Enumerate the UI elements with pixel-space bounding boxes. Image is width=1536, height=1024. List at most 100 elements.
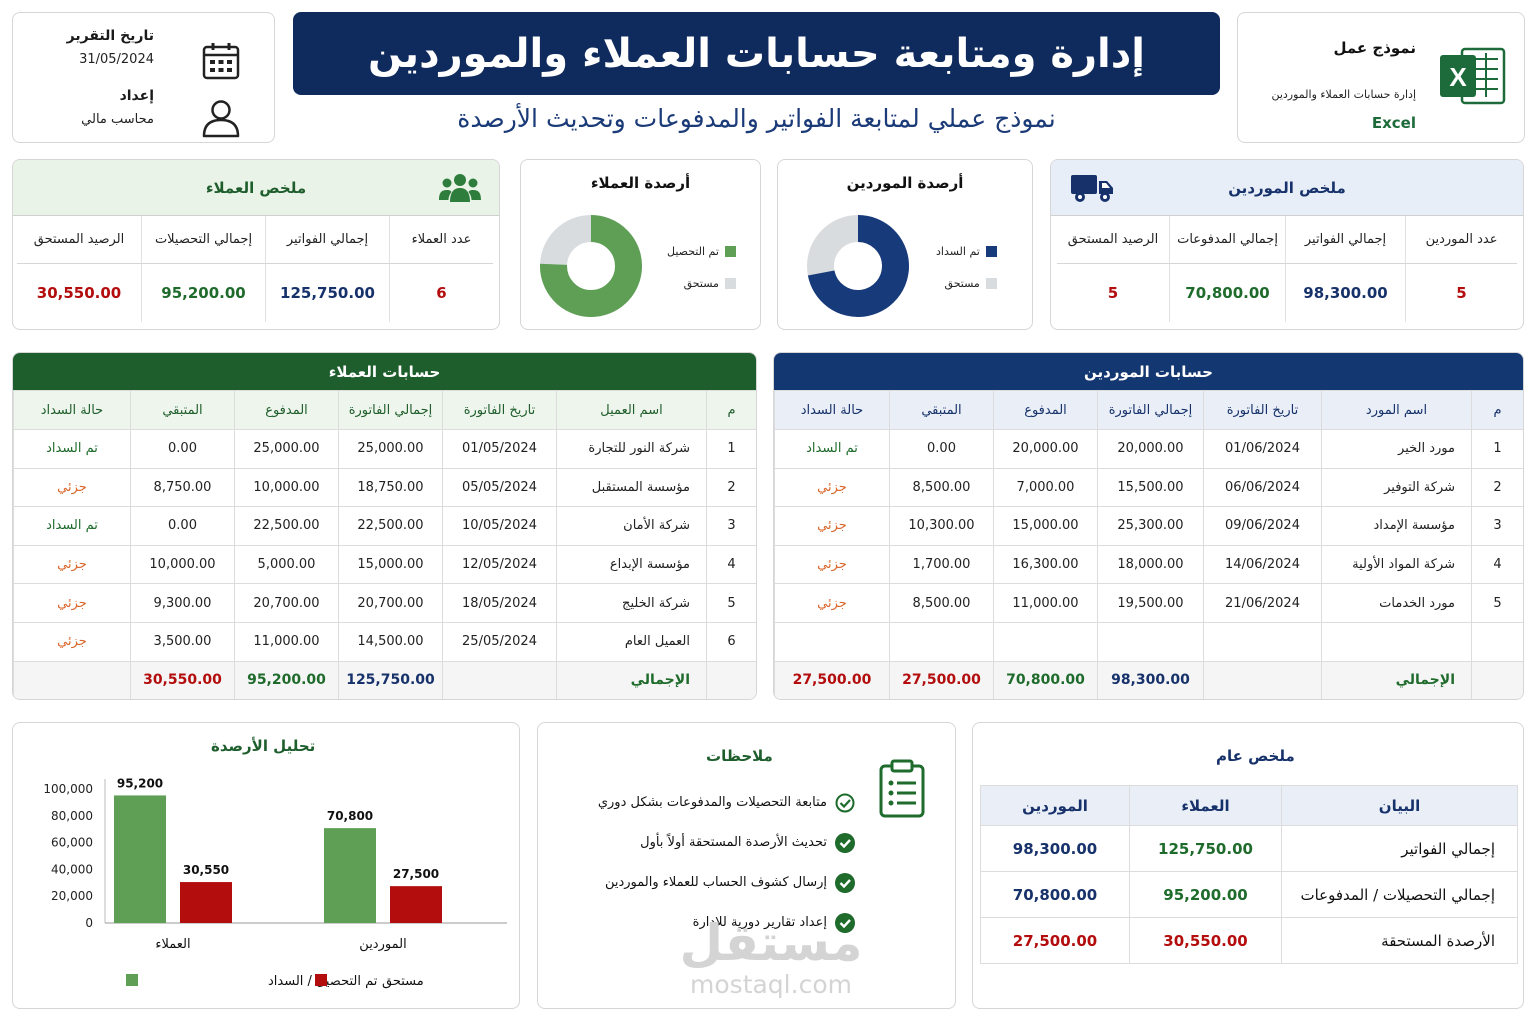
excel-icon: X <box>1440 47 1506 105</box>
cell-suppliers: 70,800.00 <box>980 871 1130 918</box>
col-header-customers: العملاء <box>1129 785 1282 826</box>
check-circle-icon <box>835 912 855 933</box>
legend-label-collected: تم التحصيل <box>667 244 719 258</box>
legend-swatch-due <box>985 277 997 289</box>
legend-label-due: مستحق <box>683 276 719 290</box>
table-row: 3 شركة الأمان 10/05/2024 22,500.00 22,500.00… <box>13 506 756 546</box>
report-info-card: تاريخ التقرير 31/05/2024 إعداد محاسب مال… <box>12 12 275 143</box>
cell-status: جزئي <box>13 467 131 508</box>
cell-name: شركة المواد الأولية <box>1321 544 1472 585</box>
bar-settled-1 <box>324 828 376 923</box>
cell-status <box>774 621 890 662</box>
legend-swatch-due <box>315 974 327 986</box>
table-total-row: الإجمالي 98,300.00 70,800.00 27,500.00 27,50… <box>774 660 1523 699</box>
customer-balances-legend: تم التحصيل مستحق <box>667 243 736 307</box>
balance-bar-chart: 0 20,000 40,000 60,000 80,000 100,000 95,200 30… <box>43 776 507 989</box>
supplier-balances-card: أرصدة الموردين تم السداد مستحق <box>777 159 1033 330</box>
summary-header-due: الرصيد المستحق <box>17 216 141 264</box>
col-header-status: حالة السداد <box>13 390 131 430</box>
truck-icon <box>1071 175 1113 202</box>
summary-value-count: 5 <box>1405 264 1517 322</box>
cell-remaining: 0.00 <box>889 429 994 469</box>
total-index <box>706 660 756 699</box>
cell-remaining: 0.00 <box>130 429 235 469</box>
report-date-block: تاريخ التقرير 31/05/2024 <box>67 28 154 67</box>
note-item: متابعة التحصيلات والمدفوعات بشكل دوري <box>597 793 855 812</box>
summary-header-count: عدد الموردين <box>1405 216 1517 264</box>
col-header-invoice-total: إجمالي الفاتورة <box>1097 390 1204 430</box>
supplier-balances-donut <box>807 215 909 317</box>
table-row <box>774 621 1523 662</box>
chart-title: تحليل الأرصدة <box>211 737 316 755</box>
legend-swatch-paid <box>985 245 997 257</box>
page-title: إدارة ومتابعة حسابات العملاء والموردين <box>293 12 1220 95</box>
table-header-row: م اسم العميل تاريخ الفاتورة إجمالي الفاتورة… <box>13 390 756 430</box>
cell-status: جزئي <box>13 583 131 623</box>
data-label: 70,800 <box>327 809 373 823</box>
supplier-accounts-title: حسابات الموردين <box>774 353 1523 390</box>
check-circle-icon <box>835 872 855 893</box>
cell-paid: 25,000.00 <box>234 429 339 469</box>
cell-invoice-total: 25,000.00 <box>338 429 443 469</box>
cell-status: تم السداد <box>13 506 131 546</box>
note-text: متابعة التحصيلات والمدفوعات بشكل دوري <box>597 795 827 810</box>
cell-index: 1 <box>1471 429 1523 469</box>
bar-settled-0 <box>114 795 166 923</box>
summary-header-due: الرصيد المستحق <box>1057 216 1169 264</box>
cell-paid: 11,000.00 <box>234 621 339 662</box>
template-label: نموذج عمل <box>1333 39 1416 57</box>
cell-customers: 30,550.00 <box>1129 917 1282 964</box>
cell-paid: 15,000.00 <box>993 506 1098 546</box>
cell-paid: 11,000.00 <box>993 583 1098 623</box>
col-header-index: م <box>706 390 756 430</box>
col-header-statement: البيان <box>1281 785 1518 826</box>
cell-name: شركة الأمان <box>556 506 707 546</box>
y-tick-label: 20,000 <box>51 889 93 903</box>
cell-name: مؤسسة الإمداد <box>1321 506 1472 546</box>
legend-swatch-due <box>724 277 736 289</box>
cell-suppliers: 98,300.00 <box>980 825 1130 872</box>
total-date <box>442 660 557 699</box>
col-header-remaining: المتبقي <box>889 390 994 430</box>
cell-invoice-total: 25,300.00 <box>1097 506 1204 546</box>
col-header-remaining: المتبقي <box>130 390 235 430</box>
table-header-row: م اسم المورد تاريخ الفاتورة إجمالي الفاتورة… <box>774 390 1523 430</box>
y-tick-label: 0 <box>85 916 93 930</box>
cell-invoice-total: 20,700.00 <box>338 583 443 623</box>
table-row: 2 شركة التوفير 06/06/2024 15,500.00 7,000.00… <box>774 467 1523 508</box>
report-date-value: 31/05/2024 <box>79 52 154 67</box>
table-row: إجمالي التحصيلات / المدفوعات 95,200.00 70,… <box>980 871 1518 918</box>
prepared-value: محاسب مالي <box>81 112 154 127</box>
total-index <box>1471 660 1523 699</box>
y-tick-label: 80,000 <box>51 809 93 823</box>
table-row: 3 مؤسسة الإمداد 09/06/2024 25,300.00 15,000.… <box>774 506 1523 546</box>
supplier-balances-legend: تم السداد مستحق <box>936 243 997 307</box>
cell-paid: 20,700.00 <box>234 583 339 623</box>
svg-text:X: X <box>1449 62 1467 92</box>
customer-balances-card: أرصدة العملاء تم التحصيل مستحق <box>520 159 761 330</box>
cell-remaining: 8,750.00 <box>130 467 235 508</box>
cell-paid: 16,300.00 <box>993 544 1098 585</box>
supplier-accounts-card: حسابات الموردين م اسم المورد تاريخ الفاتور… <box>773 352 1524 700</box>
supplier-summary-header: ملخص الموردين <box>1051 160 1523 216</box>
template-description: إدارة حسابات العملاء والموردين <box>1271 88 1416 101</box>
cell-status: جزئي <box>774 506 890 546</box>
cell-invoice-total: 15,500.00 <box>1097 467 1204 508</box>
note-text: إرسال كشوف الحساب للعملاء والموردين <box>604 875 827 890</box>
cell-date: 01/06/2024 <box>1203 429 1322 469</box>
cell-statement: إجمالي الفواتير <box>1281 825 1518 872</box>
cell-index: 5 <box>706 583 756 623</box>
data-label: 27,500 <box>393 867 439 881</box>
cell-invoice-total: 15,000.00 <box>338 544 443 585</box>
template-app: Excel <box>1371 114 1416 132</box>
col-header-paid: المدفوع <box>234 390 339 430</box>
table-row: 1 شركة النور للتجارة 01/05/2024 25,000.00 25… <box>13 429 756 469</box>
cell-statement: الأرصدة المستحقة <box>1281 917 1518 964</box>
summary-header-invoices: إجمالي الفواتير <box>1285 216 1405 264</box>
note-text: إعداد تقارير دورية للإدارة <box>692 915 827 930</box>
supplier-summary-title: ملخص الموردين <box>1228 178 1346 197</box>
data-label: 30,550 <box>183 863 229 877</box>
y-tick-label: 40,000 <box>51 862 93 876</box>
cell-status: تم السداد <box>774 429 890 469</box>
cell-status: جزئي <box>774 583 890 623</box>
